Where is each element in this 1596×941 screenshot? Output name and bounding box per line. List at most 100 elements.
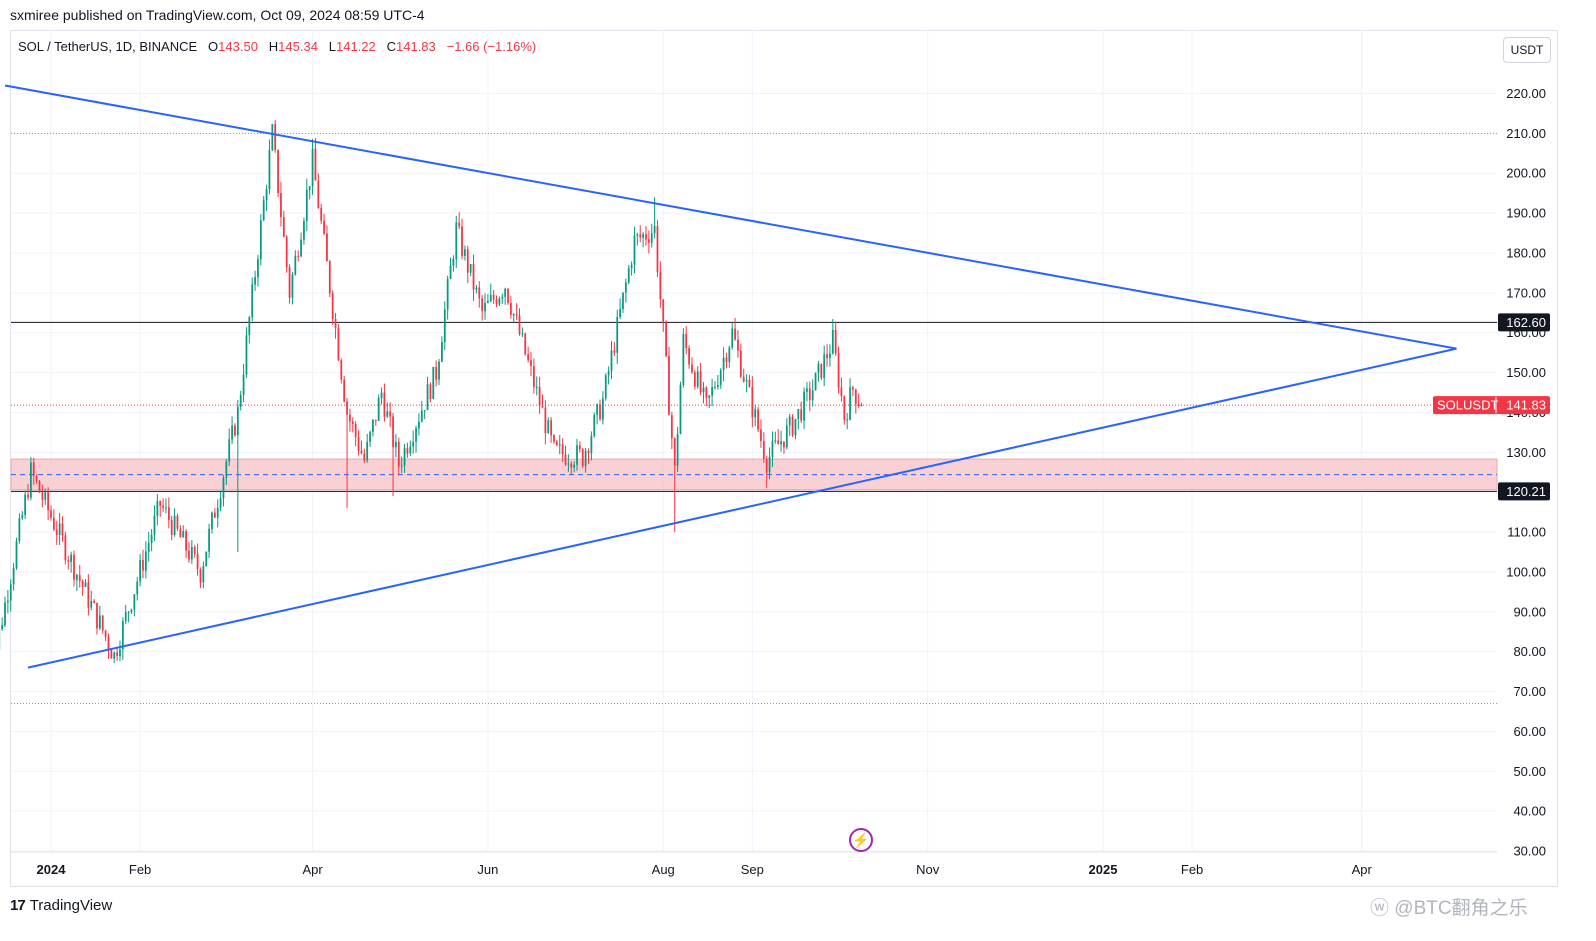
- candle-body: [783, 441, 785, 448]
- candle-body: [765, 458, 768, 473]
- candle-body: [24, 494, 27, 515]
- candle-body: [29, 462, 32, 498]
- candle-body: [541, 405, 544, 408]
- candle-body: [239, 394, 242, 407]
- candle-body: [481, 298, 484, 312]
- candle-body: [406, 447, 409, 454]
- candle-body: [107, 636, 110, 650]
- legend-open: 143.50: [218, 39, 258, 54]
- candle-body: [619, 308, 622, 318]
- candle-body: [515, 314, 518, 316]
- candle-body: [326, 233, 328, 262]
- candle-body: [73, 554, 75, 580]
- candle-body: [294, 255, 297, 275]
- candle-body: [604, 375, 607, 399]
- currency-button[interactable]: USDT: [1503, 37, 1551, 63]
- candle-body: [607, 371, 610, 376]
- candle-body: [544, 407, 547, 434]
- candle-body: [642, 234, 645, 238]
- x-tick-label: Feb: [129, 862, 151, 877]
- candle-body: [466, 249, 469, 273]
- time-axis: 2024 Feb Apr Jun Aug Sep Nov 2025 Feb Apr: [37, 862, 1373, 877]
- candle-body: [259, 220, 262, 260]
- candle-body: [800, 409, 803, 421]
- tradingview-brand[interactable]: 17 TradingView: [10, 897, 112, 914]
- candle-body: [748, 379, 751, 387]
- candle-body: [610, 350, 613, 372]
- y-tick-label: 210.00: [1506, 126, 1546, 141]
- candle-body: [731, 328, 734, 348]
- candle-body: [441, 341, 443, 362]
- candle-body: [409, 446, 412, 454]
- candle-body: [199, 569, 202, 583]
- candle-body: [202, 566, 205, 583]
- candle-body: [435, 366, 438, 380]
- candle-body: [288, 267, 291, 298]
- x-tick-label: Nov: [916, 862, 940, 877]
- candle-body: [101, 615, 104, 631]
- candle-body: [104, 630, 107, 637]
- candle-body: [613, 350, 616, 353]
- candle-body: [41, 492, 44, 500]
- y-tick-label: 70.00: [1513, 684, 1546, 699]
- candle-body: [87, 582, 90, 608]
- candle-body: [840, 387, 843, 397]
- lightning-alert-icon[interactable]: ⚡: [849, 828, 873, 852]
- candle-body: [150, 534, 153, 544]
- candle-body: [760, 429, 762, 441]
- candle-body: [622, 292, 624, 309]
- candle-body: [47, 492, 50, 511]
- candle-body: [285, 236, 288, 268]
- candle-body: [553, 435, 555, 442]
- candle-body: [4, 602, 6, 626]
- candle-body: [567, 463, 570, 465]
- x-tick-label: Apr: [1352, 862, 1373, 877]
- candle-body: [400, 465, 403, 467]
- candle-body: [311, 148, 314, 187]
- candle-body: [596, 404, 599, 415]
- x-tick-label: Jun: [477, 862, 498, 877]
- candle-body: [443, 309, 446, 342]
- candle-body: [679, 384, 682, 434]
- candle-body: [257, 259, 259, 278]
- candle-body: [438, 361, 440, 380]
- candle-body: [265, 189, 268, 201]
- candle-body: [487, 301, 489, 303]
- trendlines-layer: [4, 84, 1457, 669]
- candle-body: [518, 315, 521, 335]
- candle-body: [61, 523, 64, 536]
- legend-symbol[interactable]: SOL / TetherUS, 1D, BINANCE: [18, 39, 198, 54]
- candle-body: [196, 553, 199, 570]
- candle-body: [12, 567, 15, 585]
- candle-body: [478, 287, 481, 299]
- candle-body: [67, 560, 70, 562]
- candle-body: [475, 287, 478, 290]
- legend-change: −1.66 (−1.16%): [446, 39, 537, 54]
- candle-body: [90, 600, 93, 608]
- candle-body: [705, 387, 708, 398]
- candle-body: [213, 512, 216, 518]
- candle-body: [277, 150, 279, 194]
- chart-frame[interactable]: [10, 30, 1558, 887]
- candle-body: [653, 225, 656, 234]
- candle-body: [590, 436, 593, 454]
- candle-body: [234, 425, 236, 436]
- candle-body: [645, 234, 647, 240]
- candle-body: [624, 282, 627, 293]
- candle-body: [458, 222, 461, 227]
- candle-body: [423, 410, 426, 412]
- y-tick-label: 130.00: [1506, 445, 1546, 460]
- candle-body: [44, 492, 47, 500]
- candle-body: [58, 523, 61, 536]
- candle-body: [412, 441, 415, 447]
- horizontal-lines-layer: [11, 132, 1497, 704]
- candle-body: [558, 444, 561, 446]
- candle-body: [219, 498, 222, 508]
- support-price-tag: [1498, 482, 1550, 501]
- candle-body: [346, 401, 348, 415]
- candle-body: [806, 388, 808, 392]
- candle-body: [222, 477, 225, 499]
- candle-body: [363, 453, 366, 461]
- candle-body: [231, 425, 233, 440]
